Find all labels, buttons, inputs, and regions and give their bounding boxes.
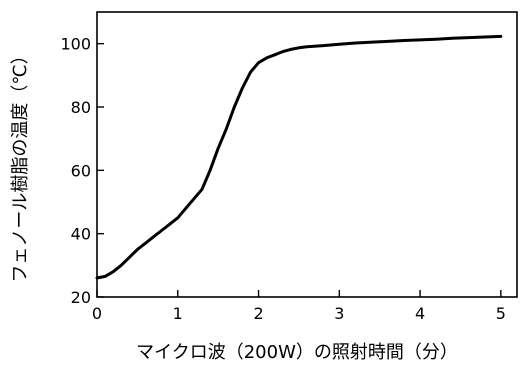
data-point: [160, 229, 163, 232]
data-point: [168, 223, 171, 225]
data-point: [136, 248, 139, 251]
data-point: [233, 106, 236, 108]
data-point: [265, 57, 268, 59]
data-point: [378, 41, 381, 43]
data-point: [201, 188, 203, 191]
data-point: [500, 35, 502, 38]
y-tick-label: 80: [71, 98, 91, 117]
data-point: [435, 38, 438, 40]
data-point: [403, 39, 405, 42]
data-point: [273, 54, 276, 56]
data-point: [144, 242, 147, 244]
x-tick-label: 4: [415, 304, 425, 323]
data-point: [209, 169, 211, 172]
x-axis-label: マイクロ波（200W）の照射時間（分）: [136, 342, 458, 363]
data-point: [96, 277, 98, 279]
data-point: [282, 50, 284, 53]
temperature-series-line: [95, 34, 503, 280]
data-point: [128, 256, 131, 259]
data-point: [112, 270, 114, 273]
data-point: [306, 46, 308, 48]
y-tick-label: 40: [71, 225, 91, 244]
y-tick-label: 20: [71, 288, 91, 307]
y-tick-label: 60: [71, 161, 91, 180]
data-point: [249, 71, 252, 73]
data-point: [120, 264, 122, 267]
plot-area: 0 1 2 3 4 5 20 40 60 80 100: [60, 11, 518, 323]
x-tick-label: 1: [173, 304, 183, 323]
data-point: [225, 128, 227, 130]
data-point: [257, 61, 260, 64]
data-point: [177, 217, 179, 219]
data-point: [338, 43, 341, 46]
data-point: [298, 47, 300, 49]
data-point: [419, 39, 421, 41]
data-point: [193, 198, 195, 200]
plot-frame: [96, 11, 518, 298]
data-point: [322, 44, 325, 47]
data-point: [467, 36, 470, 39]
x-tick-label: 5: [496, 304, 506, 323]
data-point: [354, 42, 357, 44]
data-point: [241, 87, 244, 89]
data-point: [104, 275, 106, 278]
y-axis-label: フェノール樹脂の温度（℃）: [10, 46, 31, 282]
y-tick-label: 100: [60, 35, 91, 54]
data-point: [217, 147, 219, 149]
data-point: [152, 236, 155, 238]
x-tick-label: 3: [334, 304, 344, 323]
data-point: [185, 207, 187, 210]
data-point: [483, 36, 486, 38]
x-tick-label: 0: [92, 304, 102, 323]
x-tick-label: 2: [253, 304, 263, 323]
data-point: [451, 37, 454, 40]
data-point: [290, 48, 292, 51]
